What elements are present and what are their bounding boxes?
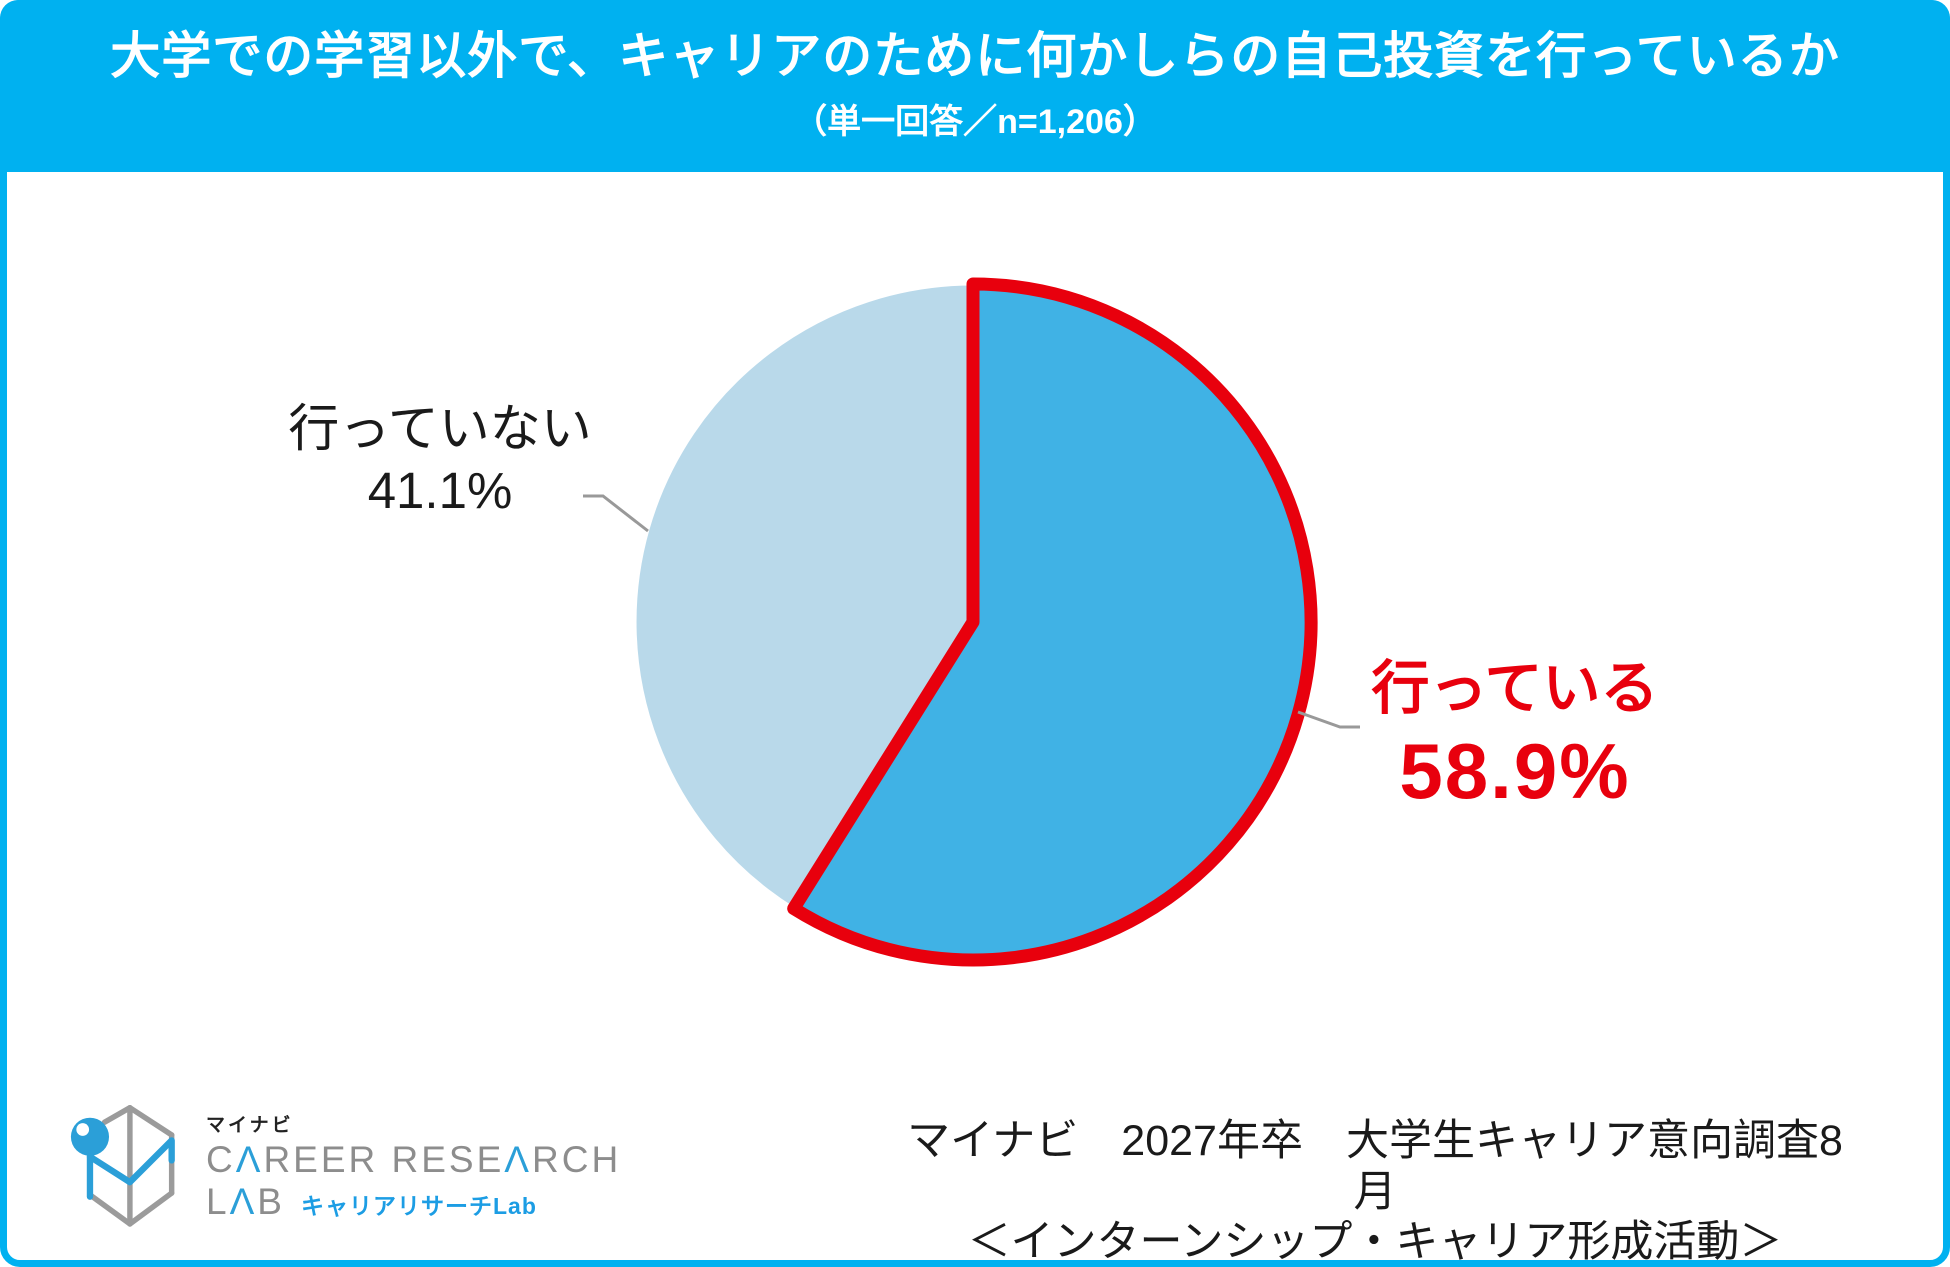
survey-source: マイナビ 2027年卒 大学生キャリア意向調査8月 ＜インターンシップ・キャリア…	[900, 1116, 1850, 1267]
label-not-doing-value: 41.1%	[367, 462, 513, 520]
survey-source-line2: ＜インターンシップ・キャリア形成活動＞	[967, 1218, 1783, 1267]
label-doing: 行っている 58.9%	[1320, 656, 1710, 815]
label-not-doing-text: 行っていない	[288, 400, 592, 457]
logo-japanese-subtitle: キャリアリサーチLab	[300, 1192, 537, 1219]
chart-header: 大学での学習以外で、キャリアのために何かしらの自己投資を行っているか （単一回答…	[0, 0, 1950, 172]
logo-career-research-text: CΛREER RESEΛRCH	[206, 1139, 622, 1180]
label-doing-text: 行っている	[1371, 656, 1659, 721]
label-doing-value: 58.9%	[1399, 727, 1631, 815]
pie-slice-0	[787, 277, 1318, 967]
label-not-doing: 行っていない 41.1%	[200, 398, 680, 522]
logo-ball	[70, 1117, 110, 1156]
chart-subtitle: （単一回答／n=1,206）	[793, 103, 1157, 141]
logo-cube-icon	[70, 1105, 175, 1227]
logo-lab-text: LΛB キャリアリサーチLab	[206, 1180, 537, 1222]
logo-text: マイナビ CΛREER RESEΛRCH LΛB キャリアリサーチLab	[206, 1100, 621, 1222]
logo-mynavi-text: マイナビ	[206, 1115, 294, 1136]
leader-line-not-doing	[583, 494, 649, 533]
mynavi-career-research-lab-logo: マイナビ CΛREER RESEΛRCH LΛB キャリアリサーチLab	[70, 1100, 621, 1228]
leader-line-doing	[1297, 710, 1360, 729]
survey-source-line1: マイナビ 2027年卒 大学生キャリア意向調査8月	[907, 1117, 1843, 1216]
chart-title: 大学での学習以外で、キャリアのために何かしらの自己投資を行っているか	[110, 28, 1840, 84]
